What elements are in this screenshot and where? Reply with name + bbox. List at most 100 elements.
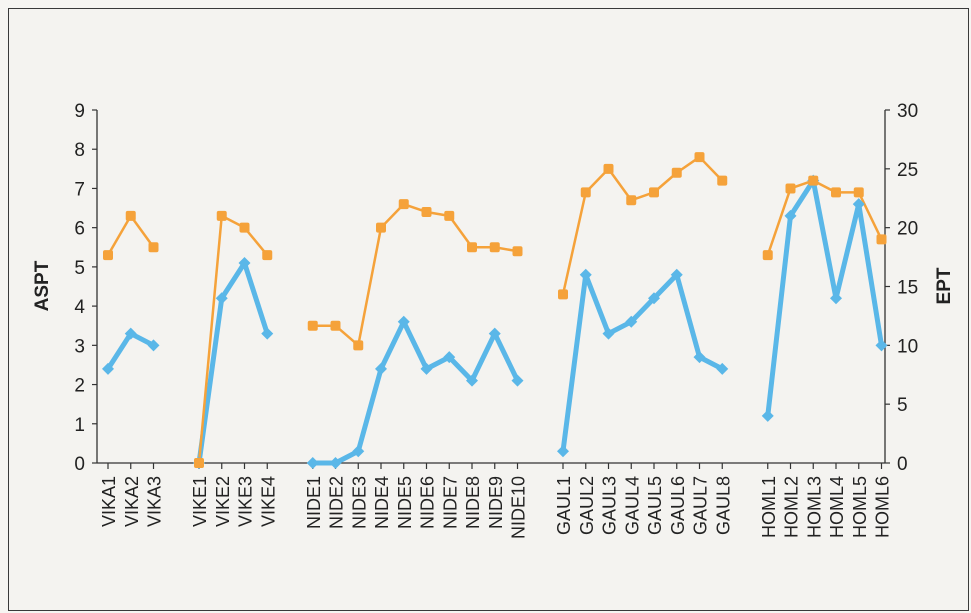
category-label: HOML3 bbox=[804, 476, 824, 538]
category-label: NIDE4 bbox=[372, 476, 392, 529]
aspt-line-group-3 bbox=[311, 202, 519, 347]
y-right-tick-label: 20 bbox=[897, 219, 918, 240]
ept-point bbox=[511, 374, 524, 387]
y-left-tick-label: 9 bbox=[74, 101, 85, 122]
chart-frame bbox=[8, 8, 969, 611]
ept-point bbox=[306, 457, 319, 469]
ept-point bbox=[693, 351, 706, 364]
aspt-point bbox=[239, 222, 250, 233]
ept-point bbox=[215, 292, 228, 305]
series-markers bbox=[102, 152, 888, 469]
aspt-point bbox=[831, 187, 841, 198]
category-label: NIDE1 bbox=[304, 476, 324, 529]
category-label: VIKE3 bbox=[236, 476, 256, 527]
category-label: GAUL7 bbox=[691, 476, 711, 535]
aspt-point bbox=[330, 320, 341, 331]
y-left-tick-label: 1 bbox=[74, 415, 85, 436]
aspt-point bbox=[512, 246, 523, 257]
aspt-point bbox=[262, 250, 273, 261]
ept-point bbox=[830, 292, 842, 305]
y-left-tick-label: 7 bbox=[74, 179, 85, 200]
ept-point bbox=[670, 268, 683, 281]
y-right-tick-label: 10 bbox=[897, 336, 918, 357]
ept-line-group-3 bbox=[310, 319, 520, 466]
aspt-point bbox=[649, 187, 659, 198]
category-label: HOML6 bbox=[873, 476, 893, 538]
category-label: VIKE2 bbox=[213, 476, 233, 527]
category-label: VIKA2 bbox=[122, 476, 142, 527]
ept-point bbox=[648, 292, 660, 305]
aspt-point bbox=[717, 175, 728, 186]
aspt-point bbox=[148, 242, 159, 253]
category-label: GAUL2 bbox=[577, 476, 597, 535]
aspt-point bbox=[194, 458, 204, 468]
ept-point bbox=[466, 374, 478, 387]
aspt-point bbox=[671, 167, 682, 178]
y-left-tick-label: 6 bbox=[74, 219, 85, 240]
ept-point bbox=[147, 339, 160, 352]
ept-point bbox=[329, 457, 342, 469]
y-left-tick-label: 2 bbox=[74, 376, 85, 397]
category-label: GAUL6 bbox=[668, 476, 688, 535]
y-right-tick-label: 30 bbox=[897, 101, 918, 122]
category-label: HOML5 bbox=[850, 476, 870, 538]
ept-point bbox=[625, 315, 638, 328]
aspt-point bbox=[489, 242, 500, 253]
ept-point bbox=[102, 362, 114, 375]
y-axis-left-title: ASPT bbox=[32, 260, 53, 311]
aspt-point bbox=[398, 199, 409, 210]
ept-point bbox=[716, 362, 729, 375]
category-label: NIDE7 bbox=[440, 476, 460, 529]
ept-point bbox=[784, 209, 797, 222]
y-left-tick-label: 4 bbox=[74, 297, 85, 318]
ept-point bbox=[397, 315, 410, 328]
aspt-point bbox=[125, 210, 136, 221]
ept-point bbox=[443, 351, 456, 364]
aspt-point bbox=[467, 242, 477, 253]
category-label: NIDE8 bbox=[463, 476, 483, 529]
aspt-point bbox=[421, 206, 432, 217]
aspt-point bbox=[558, 289, 568, 300]
ept-point bbox=[557, 445, 569, 458]
category-label: VIKE1 bbox=[190, 476, 210, 527]
ept-point bbox=[579, 268, 592, 281]
category-label: HOML4 bbox=[827, 476, 847, 538]
category-label: NIDE3 bbox=[349, 476, 369, 529]
category-label: HOML2 bbox=[782, 476, 802, 538]
y-axis-right-title: EPT bbox=[934, 267, 955, 304]
aspt-point bbox=[626, 195, 637, 206]
y-right-tick-label: 5 bbox=[897, 395, 908, 416]
aspt-point bbox=[808, 175, 819, 186]
aspt-point bbox=[762, 250, 773, 261]
ept-point bbox=[852, 198, 865, 211]
category-label: HOML1 bbox=[759, 476, 779, 538]
aspt-point bbox=[103, 250, 113, 261]
ept-point bbox=[124, 327, 137, 340]
y-left-tick-label: 5 bbox=[74, 258, 85, 279]
category-label: VIKE4 bbox=[258, 476, 278, 527]
y-right-tick-label: 15 bbox=[897, 278, 918, 299]
aspt-point bbox=[694, 152, 705, 163]
category-label: NIDE2 bbox=[327, 476, 347, 529]
aspt-point bbox=[216, 210, 227, 221]
ept-point bbox=[875, 339, 888, 352]
aspt-point bbox=[876, 234, 887, 245]
y-left-tick-label: 0 bbox=[74, 454, 85, 475]
aspt-point bbox=[853, 187, 864, 198]
aspt-line-group-2 bbox=[197, 214, 269, 465]
category-label: GAUL4 bbox=[622, 476, 642, 535]
category-label: GAUL3 bbox=[600, 476, 620, 535]
ept-point bbox=[238, 256, 251, 269]
aspt-point bbox=[353, 340, 364, 351]
y-right-tick-label: 25 bbox=[897, 160, 918, 181]
aspt-point bbox=[444, 210, 455, 221]
category-label: GAUL8 bbox=[713, 476, 733, 535]
ept-point bbox=[488, 327, 501, 340]
ept-point bbox=[420, 362, 433, 375]
category-labels: VIKA1 VIKA2 VIKA3 VIKE1 VIKE2 VIKE3 VIKE4 NIDE1… bbox=[99, 476, 893, 539]
category-label: NIDE10 bbox=[509, 476, 529, 539]
y-left-tick-label: 8 bbox=[74, 140, 85, 161]
category-label: GAUL5 bbox=[645, 476, 665, 535]
ept-line-group-2 bbox=[196, 260, 270, 466]
aspt-point bbox=[307, 320, 318, 331]
